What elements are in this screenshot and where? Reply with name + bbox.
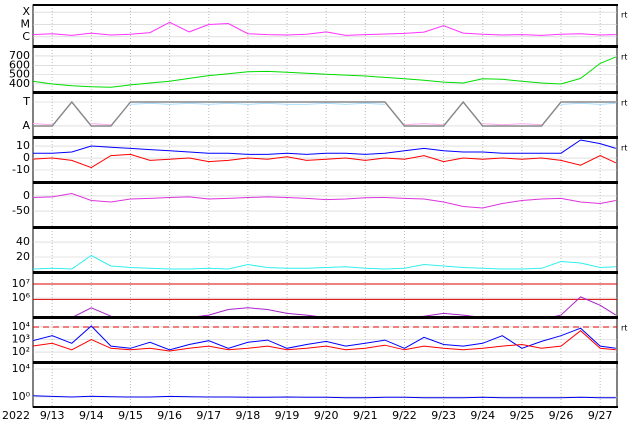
- y-tick-label: M: [21, 17, 31, 30]
- panel: [32, 272, 618, 318]
- plot-area: [33, 21, 616, 36]
- x-tick-label: 9/26: [549, 409, 574, 422]
- y-tick-label: 10⁶: [12, 291, 31, 304]
- x-tick-label: 9/13: [40, 409, 65, 422]
- y-tick-label: 10⁴: [12, 320, 31, 333]
- x-tick-label: 9/25: [510, 409, 535, 422]
- plot-area: [33, 283, 617, 317]
- y-tick-label: C: [22, 30, 30, 43]
- x-tick-label: 9/22: [392, 409, 417, 422]
- y-tick-label: -10: [12, 163, 30, 176]
- series-line: [33, 100, 616, 127]
- series-line: [33, 330, 616, 352]
- panel: [32, 227, 618, 273]
- y-tick-label: -50: [12, 204, 30, 217]
- y-tick-label: 0: [23, 189, 30, 202]
- y-tick-label: 10: [16, 139, 30, 152]
- annotation: rt: [621, 144, 627, 153]
- y-tick-label: 400: [9, 77, 30, 90]
- y-tick-label: 10⁴: [12, 362, 31, 375]
- plot-area: [33, 325, 617, 352]
- series-line: [33, 139, 616, 155]
- plot-area: [33, 254, 616, 270]
- panel: [32, 317, 618, 363]
- y-tick-label: 600: [9, 58, 30, 71]
- x-tick-label: 9/21: [353, 409, 378, 422]
- series-line: [33, 123, 542, 126]
- x-tick-label: 9/23: [431, 409, 456, 422]
- x-tick-label: 9/17: [196, 409, 221, 422]
- x-tick-label: 9/27: [588, 409, 613, 422]
- y-tick-label: 10²: [12, 345, 30, 358]
- annotation: rt: [621, 53, 627, 62]
- y-tick-label: 700: [9, 49, 30, 62]
- y-tick-label: T: [22, 95, 30, 108]
- panel: [32, 182, 618, 228]
- x-tick-label: 9/16: [157, 409, 182, 422]
- y-tick-label: 20: [16, 250, 30, 263]
- series-line: [33, 56, 616, 88]
- y-tick-label: X: [22, 5, 30, 18]
- series-line: [130, 102, 616, 105]
- y-tick-label: 10⁷: [12, 277, 30, 290]
- plot-area: [33, 139, 617, 169]
- series-line: [33, 395, 616, 399]
- x-tick-label: 9/19: [275, 409, 300, 422]
- y-tick-label: 40: [16, 235, 30, 248]
- y-tick-label: 10⁰: [12, 390, 31, 403]
- plot-area: [33, 56, 616, 88]
- panel: [32, 137, 618, 183]
- x-tick-label: 9/18: [236, 409, 261, 422]
- annotation: rt: [621, 324, 627, 333]
- panel: [32, 362, 618, 408]
- series-line: [33, 21, 616, 36]
- annotation: rt: [621, 11, 627, 20]
- plot-area: [33, 100, 616, 127]
- series-line: [33, 325, 616, 351]
- y-tick-label: A: [22, 119, 30, 132]
- y-tick-label: 500: [9, 68, 30, 81]
- series-line: [33, 153, 617, 169]
- x-tick-label: 9/15: [118, 409, 143, 422]
- y-tick-label: 0: [23, 151, 30, 164]
- series-line: [33, 192, 616, 209]
- x-tick-label: 9/20: [314, 409, 339, 422]
- plot-area: [33, 192, 616, 209]
- panel: [32, 4, 618, 47]
- x-tick-label: 9/24: [470, 409, 495, 422]
- series-line: [33, 254, 616, 270]
- x-axis-year: 2022: [2, 409, 30, 422]
- panel: [32, 46, 618, 93]
- y-tick-label: 10³: [12, 332, 30, 345]
- plot-area: [33, 395, 616, 399]
- annotation: rt: [621, 99, 627, 108]
- x-tick-label: 9/14: [79, 409, 104, 422]
